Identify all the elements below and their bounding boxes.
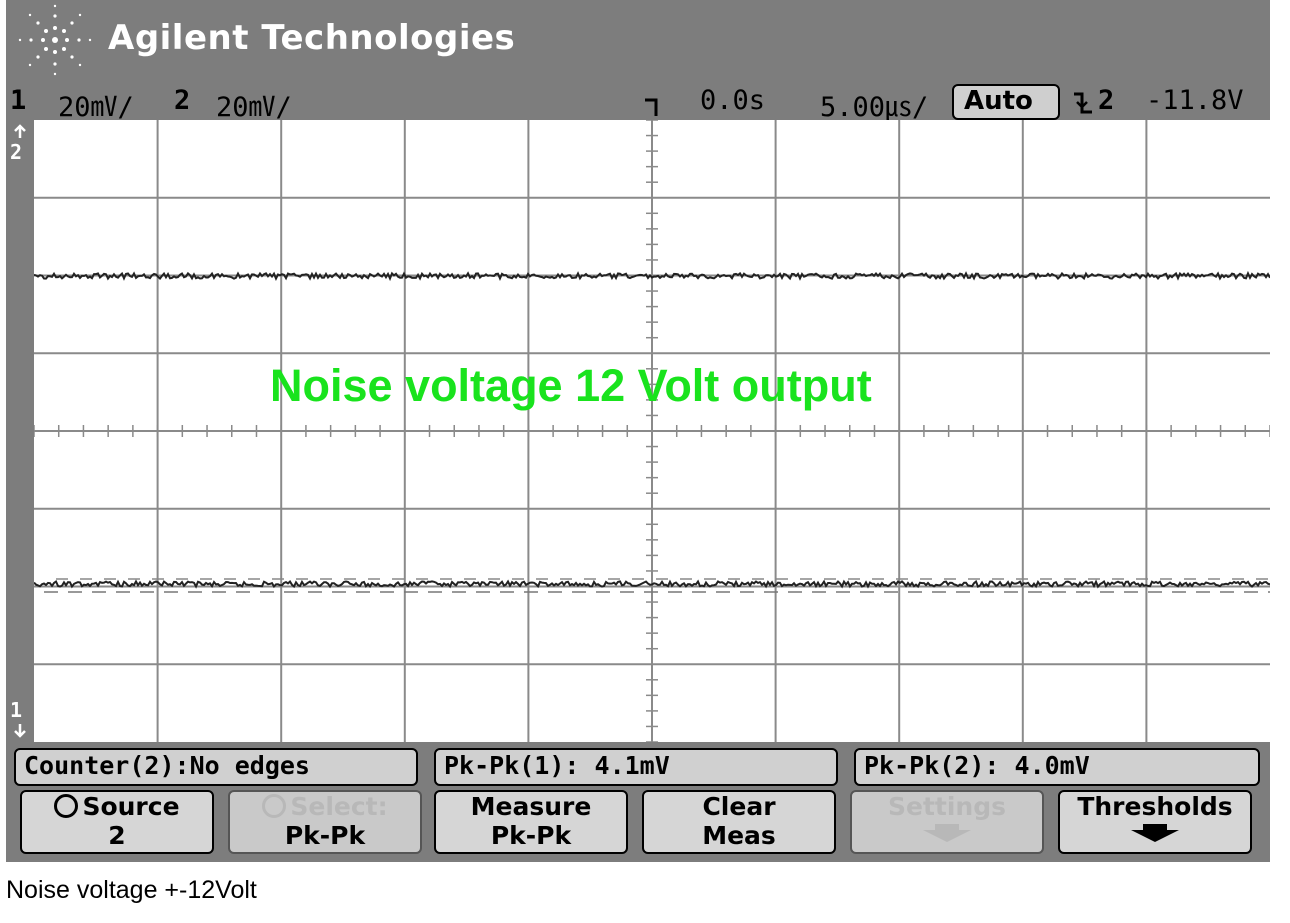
ch2-number: 2	[174, 85, 191, 116]
rotate-knob-icon	[54, 794, 79, 818]
measurement-pkpk-1: Pk-Pk(1): 4.1mV	[434, 748, 838, 786]
softkey-clear-value: Meas	[702, 821, 776, 850]
trigger-level: -11.8V	[1146, 85, 1244, 116]
softkey-clear-meas[interactable]: Clear Meas	[642, 790, 836, 854]
ch1-scale: 20㎷/	[58, 92, 134, 123]
ch2-marker: 2	[10, 140, 23, 164]
status-bar: 1 20㎷/ 2 20㎷/ 0.0s 5.00㎲/ 2 -11.8V	[6, 82, 1270, 123]
measurement-pkpk-2-text: Pk-Pk(2): 4.0mV	[864, 751, 1090, 780]
submenu-arrow-icon	[923, 824, 971, 842]
softkey-select-value: Pk-Pk	[284, 821, 366, 850]
submenu-arrow-icon	[1131, 824, 1179, 842]
softkey-settings[interactable]: Settings	[850, 790, 1044, 854]
time-scale: 5.00㎲/	[820, 92, 929, 123]
time-delay: 0.0s	[700, 85, 766, 116]
figure-caption: Noise voltage +-12Volt	[6, 876, 257, 904]
measurement-pkpk-1-text: Pk-Pk(1): 4.1mV	[444, 751, 670, 780]
waveform-trace-ch1	[33, 579, 1271, 589]
ch2-arrow-icon	[14, 124, 26, 138]
trigger-position-icon	[645, 98, 658, 116]
softkey-source-value: 2	[108, 821, 126, 850]
graticule	[33, 119, 1282, 743]
softkey-measure-label: Measure	[470, 792, 592, 821]
rotate-knob-icon	[262, 794, 287, 818]
softkey-select[interactable]: Select: Pk-Pk	[228, 790, 422, 854]
softkey-clear-label: Clear	[702, 792, 776, 821]
softkey-source[interactable]: Source 2	[20, 790, 214, 854]
ch1-arrow-icon	[14, 724, 26, 738]
softkey-measure-value: Pk-Pk	[490, 821, 572, 850]
trigger-source: 2	[1098, 85, 1115, 116]
softkey-select-label: Select:	[290, 792, 388, 821]
falling-edge-trigger-icon	[1074, 92, 1092, 114]
annotation-overlay: Noise voltage 12 Volt output	[270, 360, 872, 411]
softkey-source-label: Source	[82, 792, 180, 821]
softkey-thresholds[interactable]: Thresholds	[1058, 790, 1252, 854]
trigger-mode: Auto	[964, 86, 1033, 116]
measurement-counter-text: Counter(2):No edges	[24, 751, 310, 780]
brand-name: Agilent Technologies	[108, 18, 516, 58]
measurement-counter: Counter(2):No edges	[14, 748, 418, 786]
waveform-trace-ch2	[33, 270, 1271, 282]
measurement-pkpk-2: Pk-Pk(2): 4.0mV	[854, 748, 1260, 786]
waveform-grid	[33, 119, 1282, 743]
softkey-settings-label: Settings	[887, 792, 1006, 821]
softkey-measure[interactable]: Measure Pk-Pk	[434, 790, 628, 854]
oscilloscope-screen: Agilent Technologies 1 20㎷/ 2 20㎷/ 0.0s …	[6, 0, 1282, 862]
trigger-mode-box	[952, 84, 1060, 120]
softkey-thresholds-label: Thresholds	[1077, 792, 1233, 821]
agilent-spark-logo-icon	[18, 4, 92, 76]
ch2-scale: 20㎷/	[216, 92, 292, 123]
channel-marker-strip: 2 1	[6, 120, 34, 742]
ch1-marker: 1	[10, 698, 23, 722]
ch1-number: 1	[10, 85, 27, 116]
title-bar: Agilent Technologies	[6, 0, 1270, 80]
